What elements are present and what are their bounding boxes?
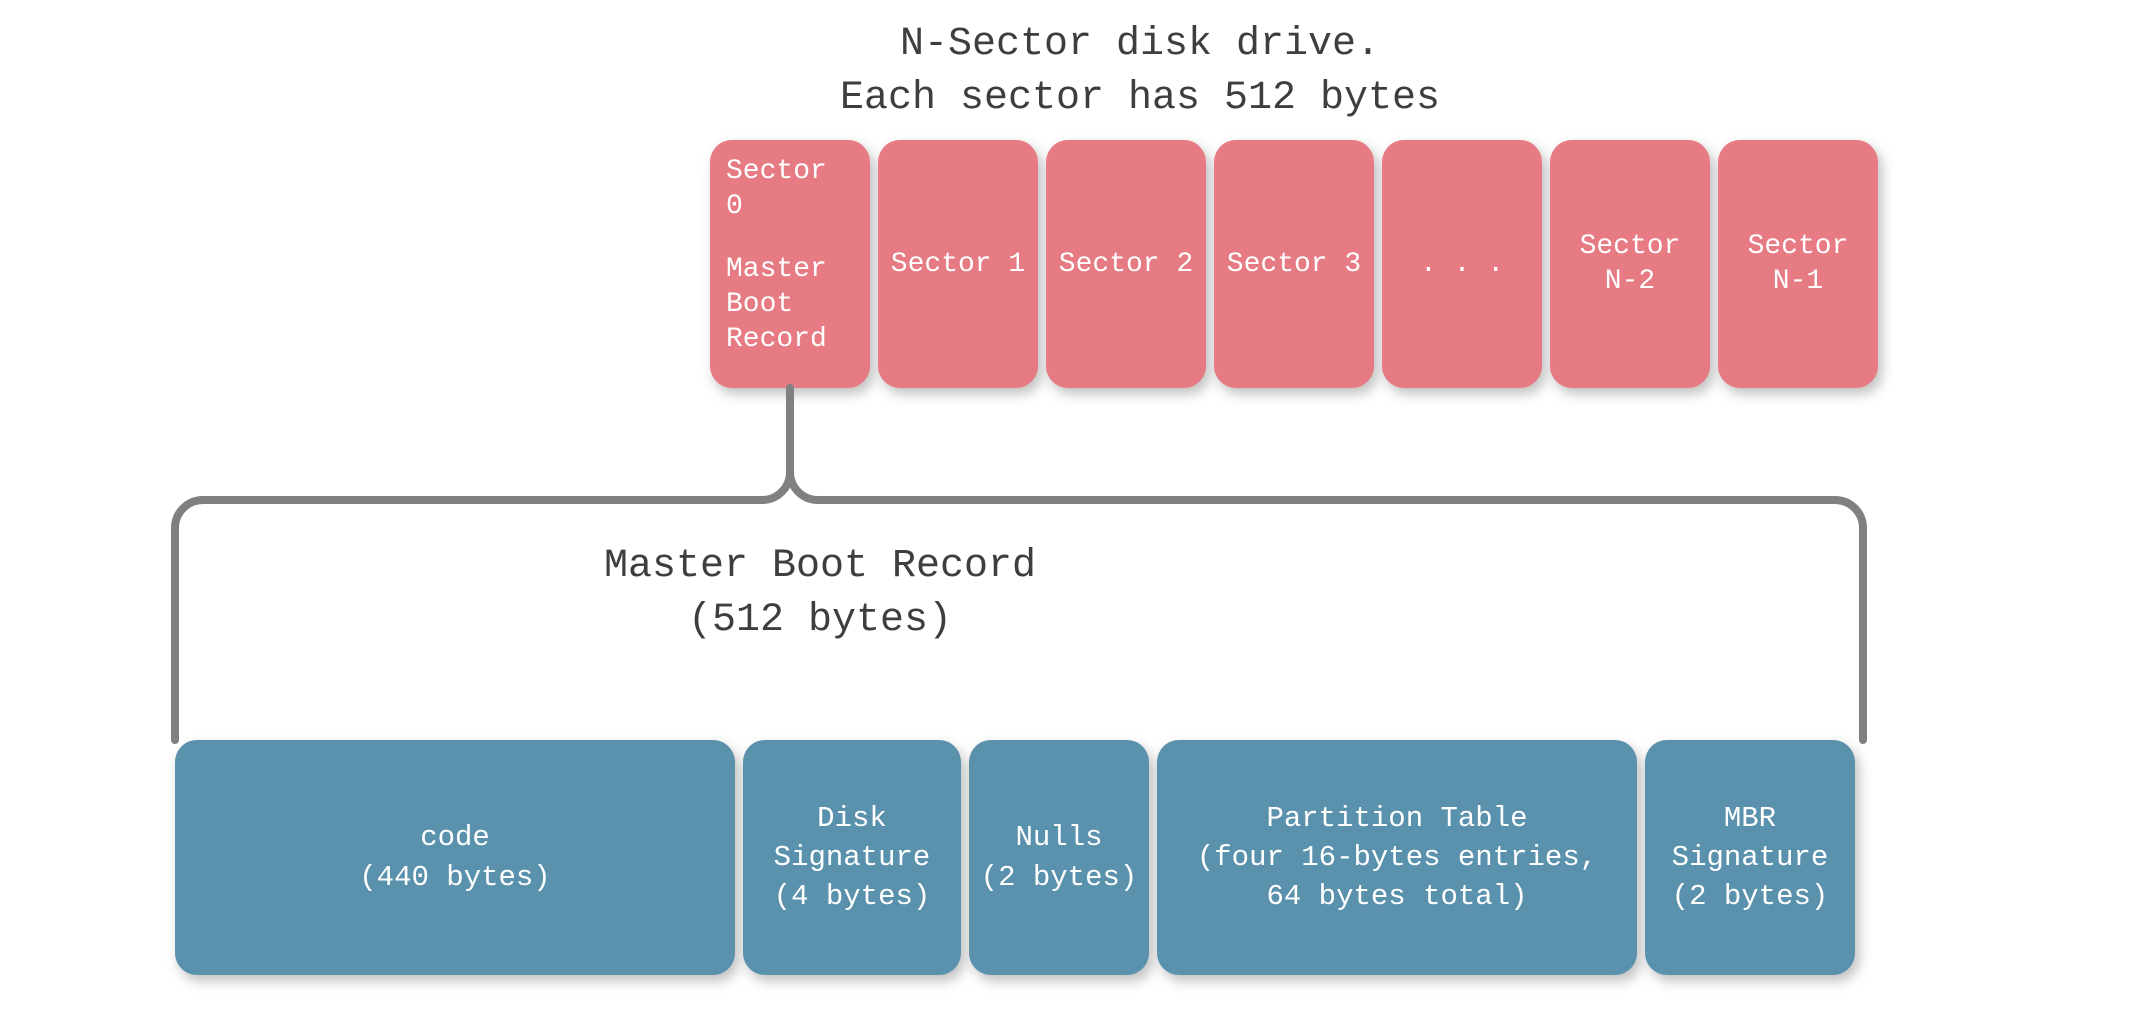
mbr-block-line1: Disk Signature bbox=[774, 799, 931, 877]
mbr-block-line1: Partition Table (four 16-bytes entries, bbox=[1197, 799, 1597, 877]
mbr-block-line2: (440 bytes) bbox=[359, 858, 550, 897]
mbr-block-nulls: Nulls(2 bytes) bbox=[969, 740, 1149, 975]
mbr-title: Master Boot Record(512 bytes) bbox=[470, 540, 1170, 648]
mbr-title-line2: (512 bytes) bbox=[470, 594, 1170, 648]
mbr-block-mbr-signature: MBR Signature(2 bytes) bbox=[1645, 740, 1855, 975]
mbr-block-line2: (2 bytes) bbox=[1672, 877, 1829, 916]
diagram-canvas: N-Sector disk drive.Each sector has 512 … bbox=[0, 0, 2148, 1035]
mbr-block-line1: Nulls bbox=[1015, 818, 1102, 857]
mbr-block-line2: (4 bytes) bbox=[774, 877, 931, 916]
mbr-block-line1: code bbox=[420, 818, 490, 857]
mbr-block-disk-signature: Disk Signature(4 bytes) bbox=[743, 740, 961, 975]
mbr-block-line2: 64 bytes total) bbox=[1266, 877, 1527, 916]
mbr-block-line1: MBR Signature bbox=[1672, 799, 1829, 877]
mbr-block-code: code(440 bytes) bbox=[175, 740, 735, 975]
mbr-block-line2: (2 bytes) bbox=[981, 858, 1138, 897]
mbr-row: code(440 bytes)Disk Signature(4 bytes)Nu… bbox=[175, 740, 1855, 975]
mbr-block-partition-table: Partition Table (four 16-bytes entries,6… bbox=[1157, 740, 1637, 975]
mbr-title-line1: Master Boot Record bbox=[470, 540, 1170, 594]
